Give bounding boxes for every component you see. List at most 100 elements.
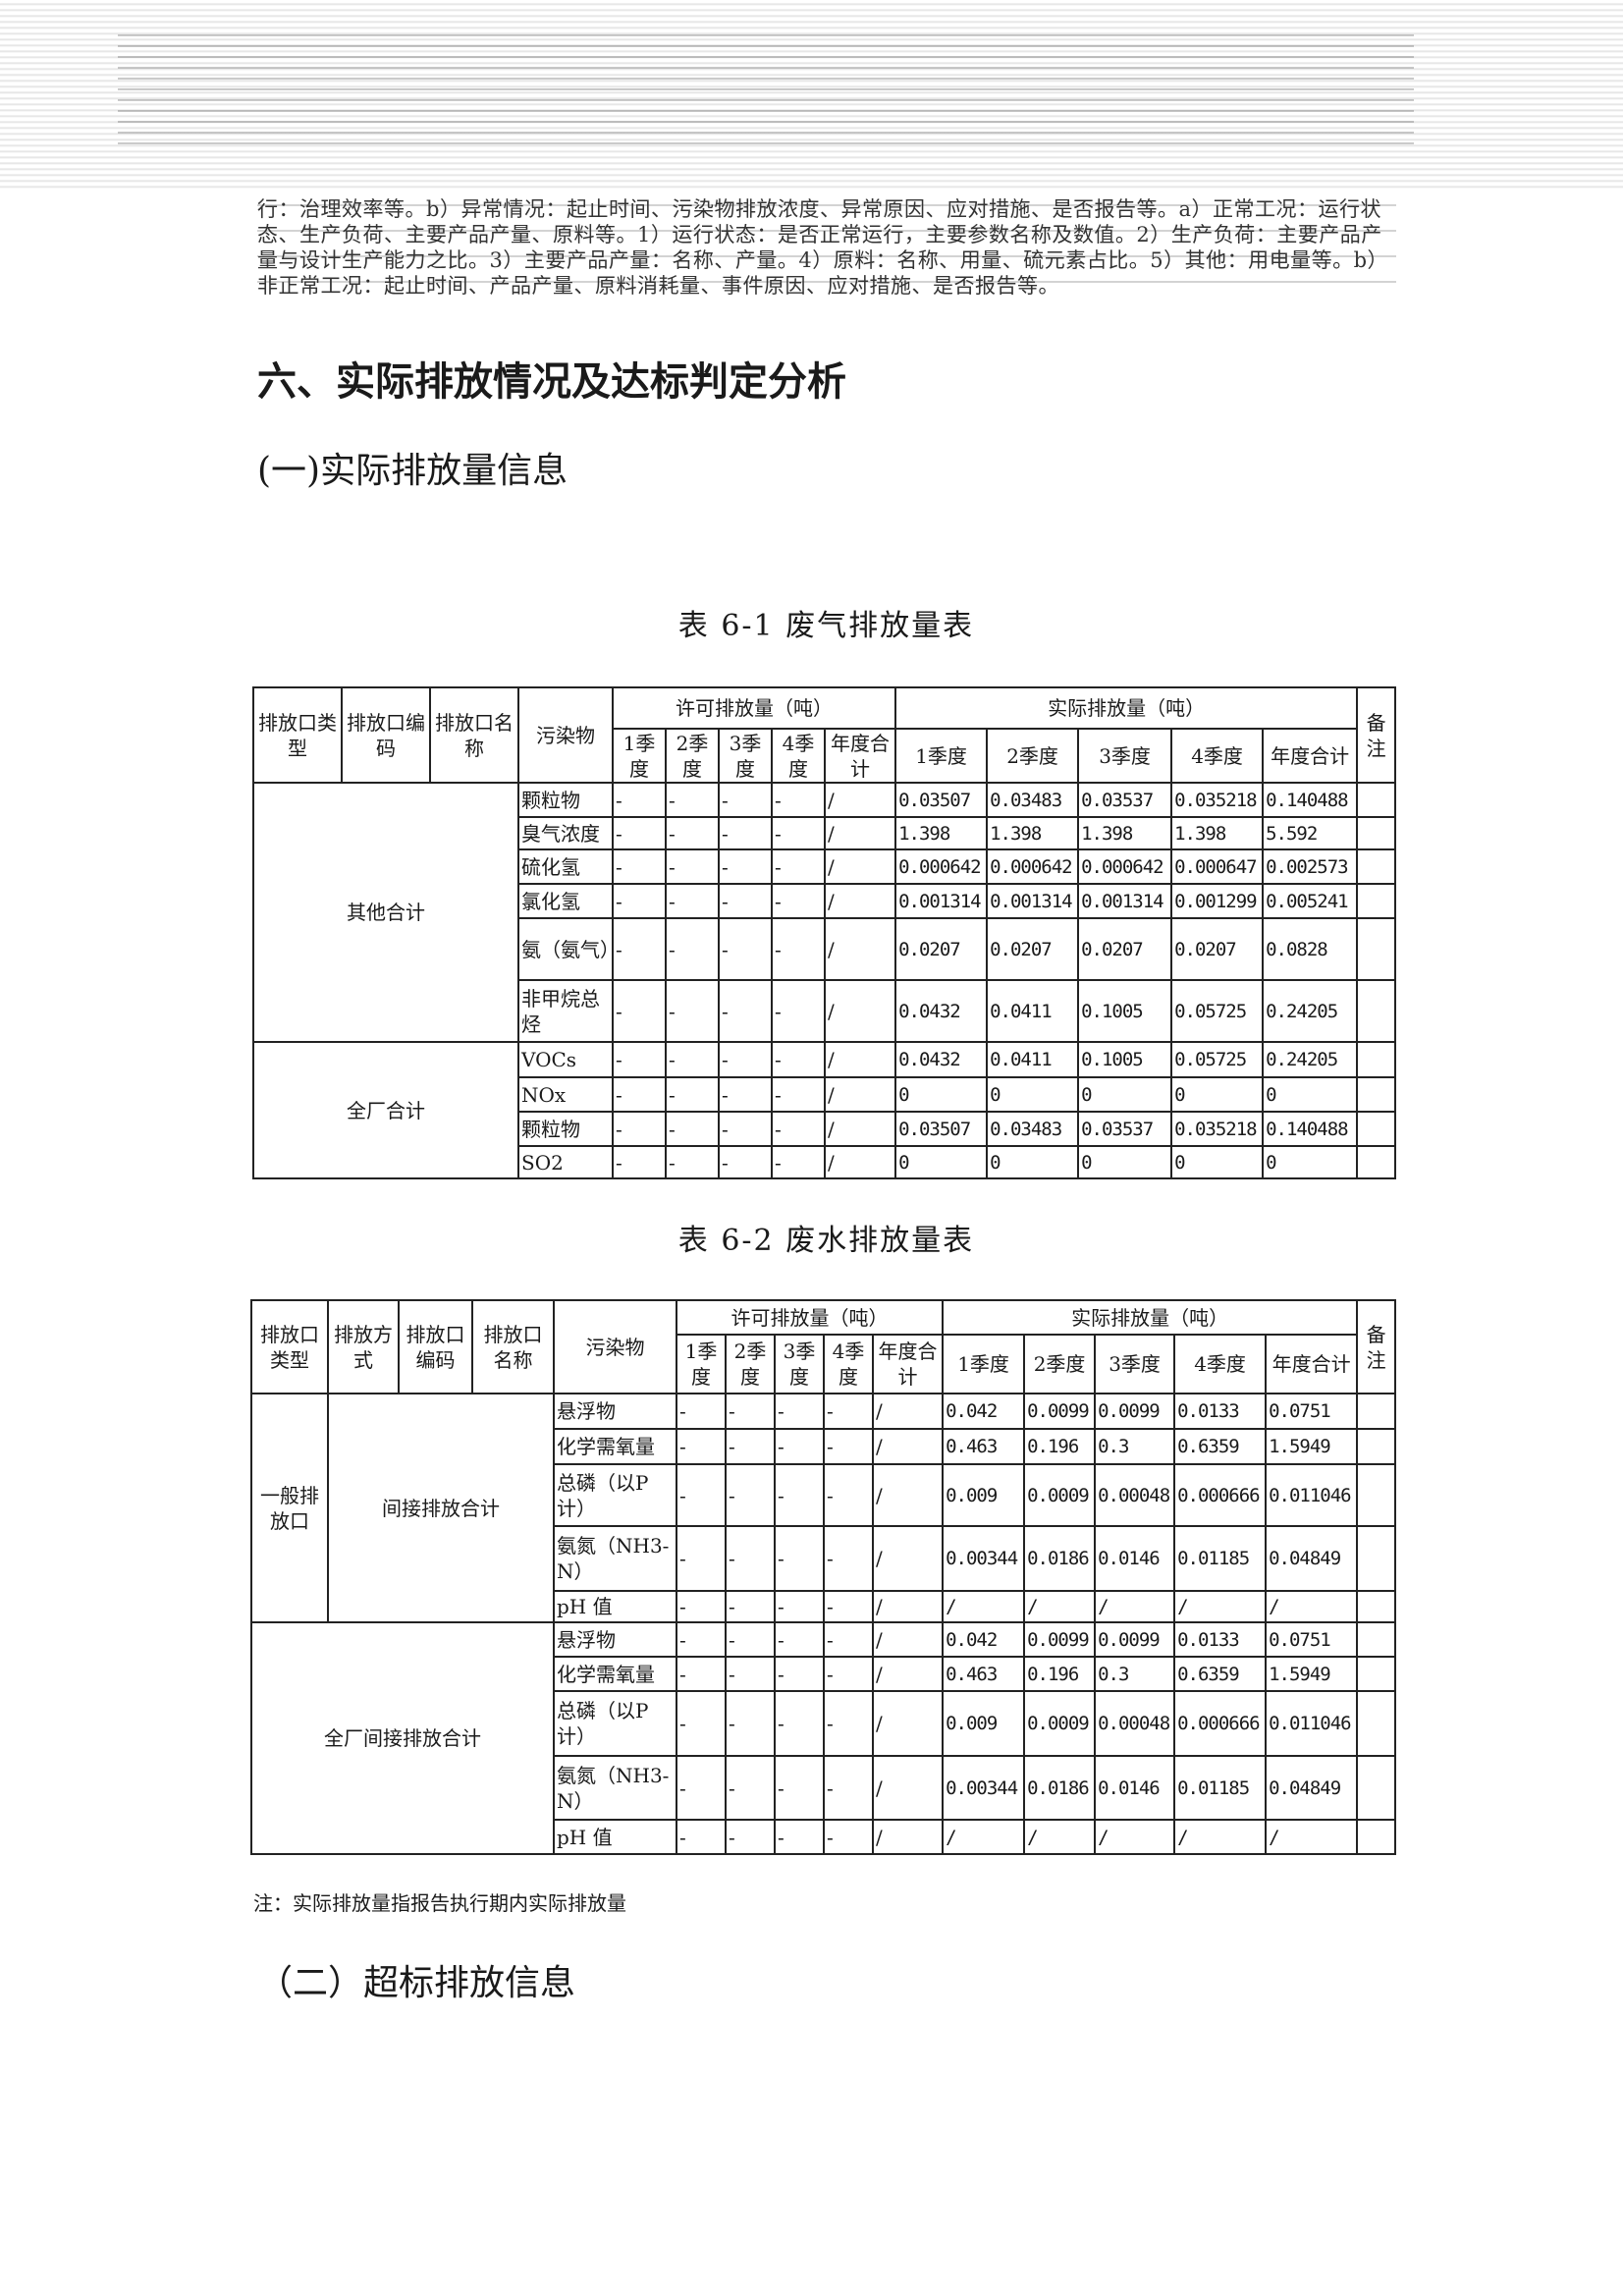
permit-value-cell: - — [725, 1525, 776, 1592]
permit-value-cell: - — [823, 1525, 874, 1592]
permit-value-cell: - — [612, 1041, 667, 1078]
permit-value-cell: - — [676, 1590, 727, 1623]
actual-value-cell: 0.03537 — [1077, 1111, 1173, 1147]
actual-value-cell: 0.009 — [942, 1463, 1026, 1527]
header-actual-col: 3季度 — [1077, 728, 1173, 784]
actual-value-cell: 0 — [1262, 1145, 1359, 1179]
header-actual-col: 年度合计 — [1262, 728, 1359, 784]
permit-value-cell: - — [774, 1819, 825, 1855]
actual-value-cell: 0.0146 — [1094, 1755, 1176, 1821]
header-outlet-code: 排放口编码 — [341, 686, 431, 784]
actual-value-cell: 0.03507 — [894, 1111, 989, 1147]
table-row: 化学需氧量 - - - -/0.463 0.196 0.3 0.6359 1.5949 — [251, 1656, 1397, 1692]
remark-cell — [1356, 1393, 1397, 1430]
permit-value-cell: / — [871, 1690, 945, 1757]
permit-value-cell: / — [871, 1621, 945, 1658]
actual-value-cell: 0 — [1262, 1076, 1359, 1113]
actual-value-cell: / — [1173, 1590, 1268, 1623]
table-row: 其他合计 颗粒物 - - - -/0.03507 0.03483 0.03537 0.03521… — [252, 782, 1397, 1043]
actual-value-cell: 0.463 — [942, 1656, 1026, 1692]
permit-value-cell: - — [612, 1111, 667, 1147]
actual-value-cell: 0.1005 — [1077, 979, 1173, 1043]
actual-value-cell: 0.0207 — [986, 917, 1080, 981]
permit-value-cell: / — [871, 1525, 945, 1592]
pollutant-cell: 化学需氧量 — [553, 1656, 677, 1692]
actual-value-cell: / — [1094, 1819, 1176, 1855]
permit-value-cell: - — [725, 1621, 776, 1658]
actual-value-cell: 0.0411 — [986, 979, 1080, 1043]
actual-value-cell: 0.00344 — [942, 1755, 1026, 1821]
actual-value-cell: 0.0009 — [1023, 1690, 1097, 1757]
remark-cell — [1356, 1621, 1397, 1658]
header-permit-group: 许可排放量（吨） — [611, 686, 897, 730]
actual-value-cell: 0.0411 — [986, 1041, 1080, 1078]
pollutant-cell: 颗粒物 — [517, 782, 614, 818]
header-permit-col: 年度合计 — [871, 1334, 945, 1394]
actual-value-cell: 0.196 — [1023, 1656, 1097, 1692]
table-row: 非甲烷总烃 - - - -/0.0432 0.0411 0.1005 0.05725 0.242… — [253, 979, 1397, 1043]
header-outlet-type: 排放口类型 — [250, 1299, 329, 1394]
group-label: 全厂间接排放合计 — [250, 1621, 555, 1855]
waste-water-emission-table: 排放口类型 排放方式 排放口编码 排放口名称 污染物 许可排放量（吨） 实际排放… — [250, 1299, 1397, 1855]
table-row: SO2- - - -/0 0 0 0 0 — [253, 1145, 1397, 1179]
actual-value-cell: / — [1094, 1590, 1176, 1623]
group-label: 全厂合计 — [252, 1041, 519, 1179]
remark-cell — [1356, 1463, 1397, 1527]
permit-value-cell: - — [725, 1428, 776, 1465]
permit-value-cell: - — [771, 1145, 826, 1179]
permit-value-cell: - — [774, 1656, 825, 1692]
actual-value-cell: 0.000642 — [894, 848, 989, 885]
actual-value-cell: 0.05725 — [1170, 979, 1265, 1043]
permit-value-cell: - — [612, 1145, 667, 1179]
actual-value-cell: 0.140488 — [1262, 782, 1359, 818]
permit-value-cell: - — [774, 1690, 825, 1757]
permit-value-cell: - — [725, 1819, 776, 1855]
pollutant-cell: 硫化氢 — [517, 848, 614, 885]
permit-value-cell: - — [823, 1621, 874, 1658]
remark-cell — [1356, 1428, 1397, 1465]
actual-value-cell: 0 — [986, 1076, 1080, 1113]
actual-value-cell: 0.3 — [1094, 1428, 1176, 1465]
actual-value-cell: 0.03537 — [1077, 782, 1173, 818]
permit-value-cell: - — [718, 1111, 773, 1147]
table-row: 臭气浓度 - - - -/1.398 1.398 1.398 1.398 5.592 — [253, 816, 1397, 850]
actual-value-cell: / — [942, 1590, 1026, 1623]
remark-cell — [1356, 1041, 1397, 1078]
permit-value-cell: - — [665, 848, 720, 885]
table-row: 总磷（以P计） - - - -/0.009 0.0009 0.00048 0.000666 0.… — [251, 1463, 1397, 1527]
header-outlet-name: 排放口名称 — [429, 686, 519, 784]
remark-cell — [1356, 848, 1397, 885]
actual-value-cell: 1.398 — [1170, 816, 1265, 850]
actual-value-cell: 0.03483 — [986, 782, 1080, 818]
permit-value-cell: - — [676, 1393, 727, 1430]
permit-value-cell: - — [718, 816, 773, 850]
permit-value-cell: - — [718, 1041, 773, 1078]
pollutant-cell: pH 值 — [553, 1590, 677, 1623]
header-permit-group: 许可排放量（吨） — [675, 1299, 945, 1336]
permit-value-cell: - — [665, 883, 720, 919]
actual-value-cell: 0.03507 — [894, 782, 989, 818]
actual-value-cell: 0.00048 — [1094, 1690, 1176, 1757]
table2-caption: 表 6-2 废水排放量表 — [677, 1224, 975, 1258]
table-row: 总磷（以P计） - - - -/0.009 0.0009 0.00048 0.000666 0.… — [251, 1690, 1397, 1757]
group-label: 其他合计 — [252, 782, 519, 1043]
pollutant-cell: pH 值 — [553, 1819, 677, 1855]
permit-value-cell: - — [725, 1393, 776, 1430]
actual-value-cell: 0.005241 — [1262, 883, 1359, 919]
header-actual-col: 2季度 — [1023, 1334, 1097, 1394]
permit-value-cell: - — [823, 1819, 874, 1855]
remark-cell — [1356, 917, 1397, 981]
table-row: 全厂间接排放合计 悬浮物 - - - -/0.042 0.0099 0.0099 0.0133 0… — [250, 1621, 1397, 1855]
permit-value-cell: - — [665, 917, 720, 981]
header-permit-col: 1季度 — [612, 728, 667, 784]
actual-value-cell: 0.000647 — [1170, 848, 1265, 885]
permit-value-cell: - — [676, 1428, 727, 1465]
permit-value-cell: - — [718, 979, 773, 1043]
header-outlet-type: 排放口类型 — [252, 686, 343, 784]
permit-value-cell: - — [718, 883, 773, 919]
table-row: 氨氮（NH3-N） - - - -/0.00344 0.0186 0.0146 0.01185… — [251, 1755, 1397, 1821]
header-permit-col: 1季度 — [676, 1334, 727, 1394]
actual-value-cell: 0 — [894, 1076, 989, 1113]
remark-cell — [1356, 1145, 1397, 1179]
header-pollutant: 污染物 — [517, 686, 614, 784]
